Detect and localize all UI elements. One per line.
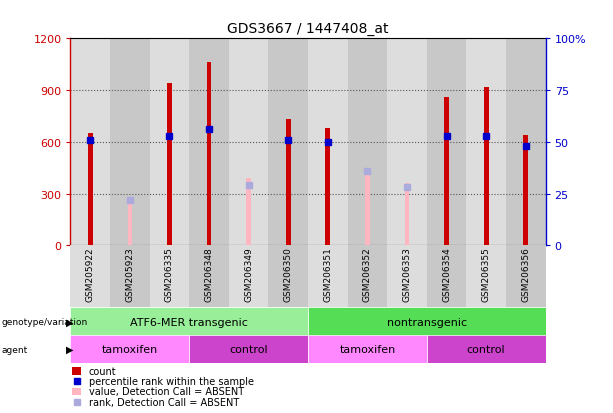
Text: rank, Detection Call = ABSENT: rank, Detection Call = ABSENT (89, 397, 239, 407)
Bar (466, 39, 506, 246)
Bar (128, 204, 132, 246)
Text: nontransgenic: nontransgenic (387, 317, 467, 327)
Bar (427, 335, 546, 363)
Text: ATF6-MER transgenic: ATF6-MER transgenic (131, 317, 248, 327)
Text: percentile rank within the sample: percentile rank within the sample (89, 376, 254, 386)
Bar (167, 84, 172, 246)
Text: agent: agent (2, 345, 28, 354)
Bar (348, 39, 387, 246)
Text: GSM206350: GSM206350 (284, 247, 293, 302)
Text: control: control (467, 344, 506, 354)
Text: ▶: ▶ (66, 344, 74, 354)
Bar (326, 129, 330, 246)
Bar (150, 39, 189, 246)
Bar (70, 246, 110, 308)
Text: value, Detection Call = ABSENT: value, Detection Call = ABSENT (89, 387, 244, 396)
Text: tamoxifen: tamoxifen (102, 344, 158, 354)
Text: GSM206354: GSM206354 (442, 247, 451, 301)
Bar (405, 184, 409, 246)
Text: GSM206356: GSM206356 (521, 247, 530, 302)
Bar (70, 308, 308, 336)
Bar (268, 246, 308, 308)
Bar (72, 367, 82, 375)
Bar (70, 39, 110, 246)
Text: GSM206351: GSM206351 (323, 247, 332, 302)
Bar (88, 134, 93, 246)
Bar (110, 39, 150, 246)
Bar (365, 173, 370, 246)
Bar (506, 246, 546, 308)
Text: GSM205923: GSM205923 (126, 247, 134, 301)
Bar (229, 39, 268, 246)
Bar (524, 135, 528, 246)
Text: GSM205922: GSM205922 (86, 247, 95, 301)
Bar (189, 246, 229, 308)
Bar (427, 39, 466, 246)
Bar (506, 39, 546, 246)
Bar (189, 39, 229, 246)
Bar (387, 246, 427, 308)
Text: GSM206349: GSM206349 (244, 247, 253, 301)
Bar (150, 246, 189, 308)
Title: GDS3667 / 1447408_at: GDS3667 / 1447408_at (227, 21, 389, 36)
Bar (207, 63, 211, 246)
Bar (286, 120, 291, 246)
Text: control: control (229, 344, 268, 354)
Bar (308, 246, 348, 308)
Bar (466, 246, 506, 308)
Text: ▶: ▶ (66, 317, 74, 327)
Bar (70, 335, 189, 363)
Bar (308, 335, 427, 363)
Bar (387, 39, 427, 246)
Text: GSM206348: GSM206348 (205, 247, 213, 301)
Text: count: count (89, 366, 116, 376)
Bar (484, 88, 489, 246)
Bar (348, 246, 387, 308)
Bar (308, 39, 348, 246)
Bar (229, 246, 268, 308)
Text: GSM206353: GSM206353 (403, 247, 411, 302)
Text: genotype/variation: genotype/variation (2, 317, 88, 326)
Bar (189, 335, 308, 363)
Bar (72, 388, 82, 395)
Bar (110, 246, 150, 308)
Bar (246, 178, 251, 246)
Text: tamoxifen: tamoxifen (339, 344, 395, 354)
Bar (427, 246, 466, 308)
Bar (268, 39, 308, 246)
Bar (444, 98, 449, 246)
Bar (308, 308, 546, 336)
Text: GSM206355: GSM206355 (482, 247, 490, 302)
Text: GSM206352: GSM206352 (363, 247, 372, 301)
Text: GSM206335: GSM206335 (165, 247, 174, 302)
